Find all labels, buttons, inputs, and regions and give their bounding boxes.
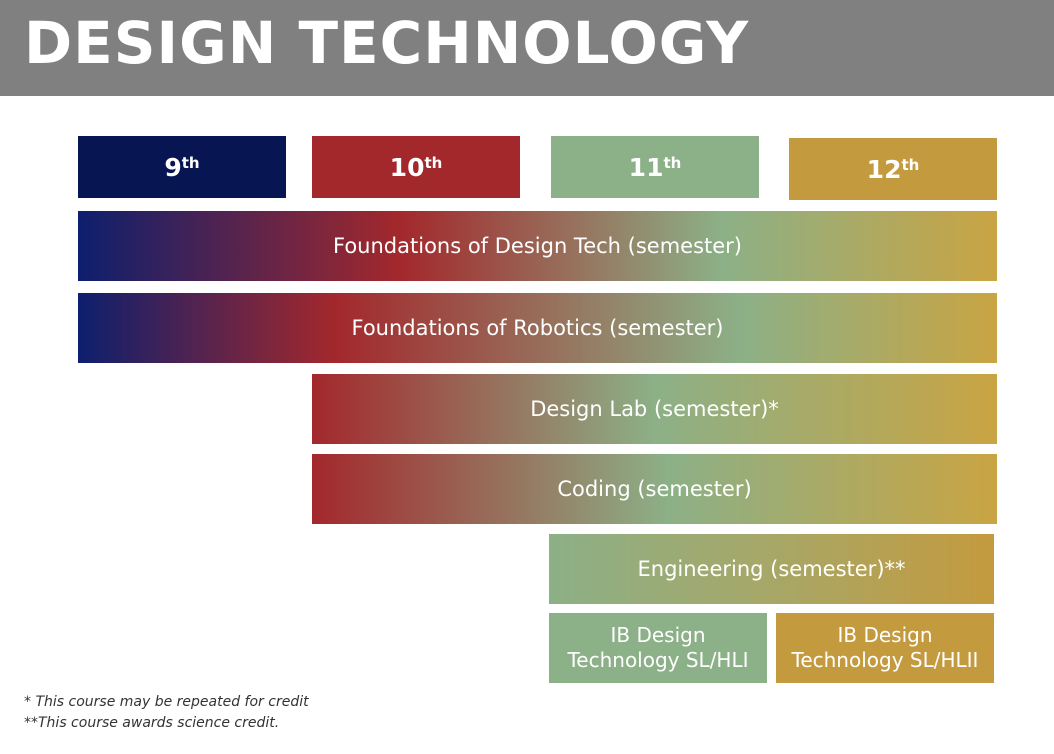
course-ib-design-tech-2: IB Design Technology SL/HLII <box>776 613 994 683</box>
course-label: Design Lab (semester)* <box>530 397 779 421</box>
grade-number: 12 <box>866 154 902 184</box>
course-label-line2: Technology SL/HLI <box>567 648 749 672</box>
course-label-line1: IB Design <box>837 623 933 647</box>
course-foundations-design-tech: Foundations of Design Tech (semester) <box>78 211 997 281</box>
header-banner: DESIGN TECHNOLOGY <box>0 0 1054 96</box>
course-coding: Coding (semester) <box>312 454 997 524</box>
grade-number: 11 <box>628 152 664 182</box>
footnote-repeat-credit: * This course may be repeated for credit <box>24 694 309 710</box>
course-label-line2: Technology SL/HLII <box>791 648 979 672</box>
grade-suffix: th <box>181 154 200 172</box>
course-label: Foundations of Design Tech (semester) <box>333 234 742 258</box>
course-label: Coding (semester) <box>557 477 752 501</box>
grade-suffix: th <box>424 154 443 172</box>
course-design-lab: Design Lab (semester)* <box>312 374 997 444</box>
course-foundations-robotics: Foundations of Robotics (semester) <box>78 293 997 363</box>
course-label-line1: IB Design <box>610 623 706 647</box>
course-ib-design-tech-1: IB Design Technology SL/HLI <box>549 613 767 683</box>
grade-number: 9 <box>164 152 182 182</box>
footnote-science-credit: **This course awards science credit. <box>24 715 280 731</box>
course-label: Engineering (semester)** <box>637 557 906 581</box>
grade-number: 10 <box>389 152 425 182</box>
course-engineering: Engineering (semester)** <box>549 534 994 604</box>
grade-suffix: th <box>663 154 682 172</box>
course-label: Foundations of Robotics (semester) <box>351 316 724 340</box>
page-title: DESIGN TECHNOLOGY <box>24 9 750 77</box>
grade-suffix: th <box>901 156 920 174</box>
